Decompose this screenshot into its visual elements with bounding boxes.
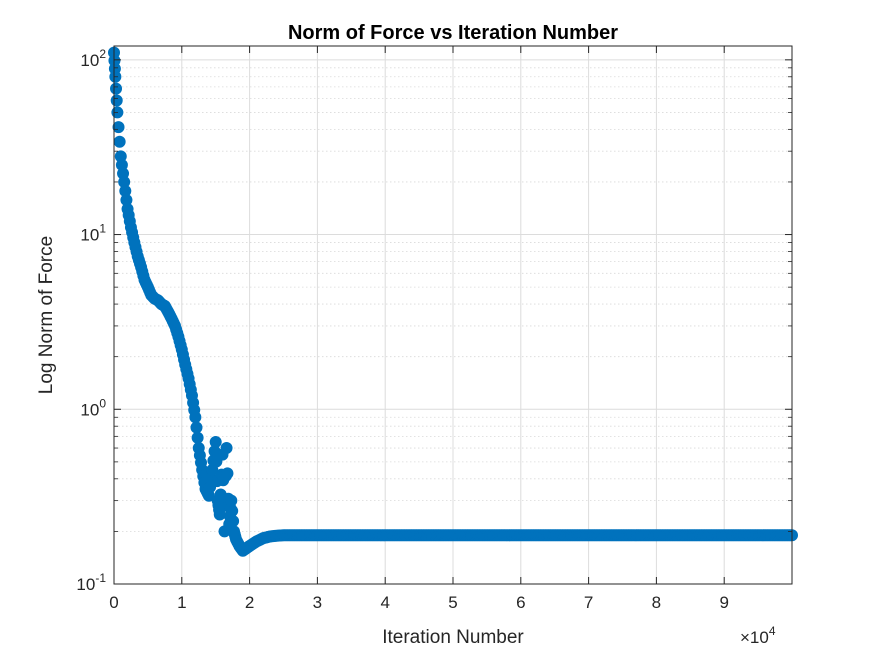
y-tick-label-exponent: -1 xyxy=(95,571,106,585)
x-tick-label: 3 xyxy=(313,593,322,612)
x-tick-label: 8 xyxy=(652,593,661,612)
y-tick-label-exponent: 0 xyxy=(99,396,106,410)
x-tick-label: 9 xyxy=(719,593,728,612)
grid-layer xyxy=(113,46,792,585)
data-marker xyxy=(112,121,125,134)
data-marker xyxy=(110,82,123,95)
y-tick-label: 10-1 xyxy=(76,571,106,594)
data-layer xyxy=(108,46,798,557)
x-tick-label: 6 xyxy=(516,593,525,612)
y-tick-label: 101 xyxy=(80,222,106,245)
data-marker xyxy=(221,467,234,480)
x-tick-label: 4 xyxy=(380,593,389,612)
y-tick-label-exponent: 2 xyxy=(99,47,106,61)
y-axis-label: Log Norm of Force xyxy=(36,236,57,394)
y-tick-label-base: 10 xyxy=(80,226,99,245)
data-marker xyxy=(110,94,123,107)
data-marker xyxy=(190,421,203,434)
x-tick-label: 1 xyxy=(177,593,186,612)
x-tick-label: 0 xyxy=(109,593,118,612)
data-marker xyxy=(227,515,240,528)
y-tick-label-base: 10 xyxy=(80,400,99,419)
x-tick-label: 5 xyxy=(448,593,457,612)
y-tick-label-base: 10 xyxy=(76,575,95,594)
data-marker xyxy=(209,435,222,448)
y-tick-label-base: 10 xyxy=(80,51,99,70)
y-tick-label-exponent: 1 xyxy=(99,222,106,236)
data-marker xyxy=(225,494,238,507)
x-exponent-power: 4 xyxy=(769,624,776,638)
data-marker xyxy=(220,442,233,455)
x-axis-label: Iteration Number xyxy=(382,627,524,648)
y-tick-label: 100 xyxy=(80,396,106,419)
x-exponent-base: ×10 xyxy=(740,628,769,647)
data-marker xyxy=(113,135,126,148)
data-marker xyxy=(226,504,239,517)
x-tick-label: 2 xyxy=(245,593,254,612)
chart-title: Norm of Force vs Iteration Number xyxy=(288,22,618,44)
x-axis-exponent-label: ×104 xyxy=(740,624,776,647)
y-tick-label: 102 xyxy=(80,47,106,70)
data-marker xyxy=(191,431,204,444)
x-tick-label: 7 xyxy=(584,593,593,612)
data-marker xyxy=(189,411,202,424)
